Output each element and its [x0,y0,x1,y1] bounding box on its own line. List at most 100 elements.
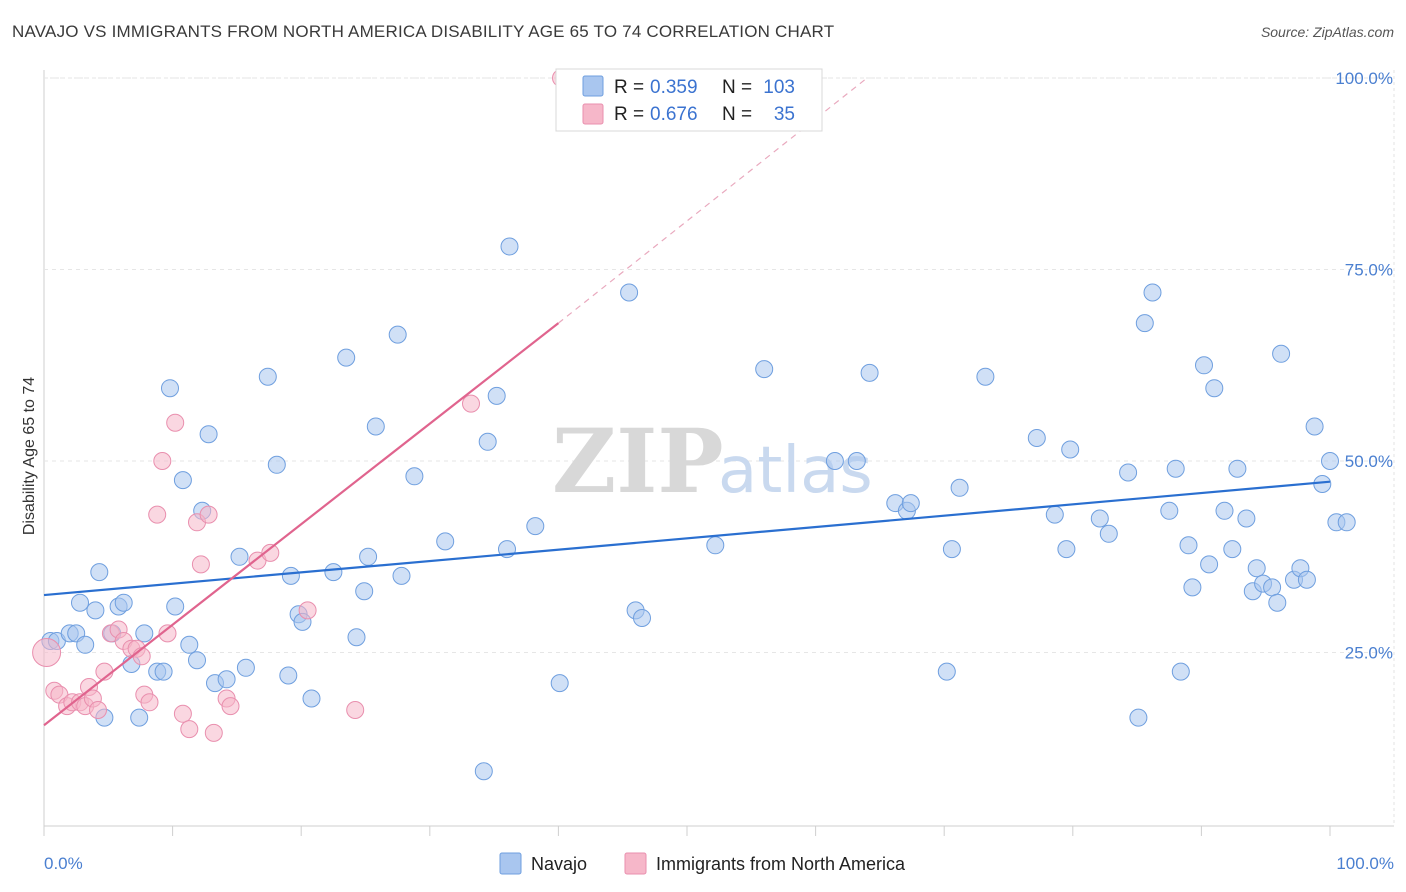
legend-n-label-immigrants: N = [722,104,752,125]
navajo-point-87 [1228,459,1247,478]
navajo-point-45 [474,762,493,781]
navajo-point-49 [500,237,519,256]
navajo-point-67 [1027,429,1046,447]
immigrants-point-33 [298,601,317,620]
immigrants-point-22 [166,413,185,432]
legend-n-value-immigrants: 35 [774,104,795,125]
navajo-point-13 [130,708,149,727]
navajo-point-30 [279,666,298,685]
navajo-point-6 [86,601,105,620]
navajo-point-56 [755,360,774,379]
navajo-point-44 [436,532,455,551]
y-tick-label-75: 75.0% [1345,261,1393,280]
series-legend-swatch-navajo [499,852,522,875]
legend-n-value-navajo: 103 [763,77,795,98]
immigrants-point-28 [204,723,223,742]
navajo-point-38 [355,582,374,601]
navajo-point-76 [1143,283,1162,302]
chart-title: NAVAJO VS IMMIGRANTS FROM NORTH AMERICA … [12,22,835,41]
legend-r-value-immigrants: 0.676 [650,104,698,125]
navajo-point-82 [1195,356,1213,375]
immigrants-point-16 [132,647,151,666]
immigrants-point-24 [180,720,199,739]
navajo-point-102 [1337,513,1356,532]
immigrants-point-20 [153,452,172,470]
navajo-point-100 [1321,452,1339,470]
navajo-point-92 [1263,578,1282,597]
navajo-point-19 [173,471,192,490]
y-tick-label-50: 50.0% [1345,452,1393,471]
navajo-point-27 [236,658,255,677]
navajo-point-78 [1166,459,1185,478]
navajo-point-62 [901,494,920,513]
series-legend: Navajo Immigrants from North America [499,852,906,875]
x-tick-label-max: 100.0% [1336,854,1394,873]
navajo-point-39 [359,547,378,566]
navajo-point-65 [950,478,969,497]
navajo-point-20 [180,635,199,654]
data-points [32,69,1356,781]
navajo-point-7 [90,563,109,582]
navajo-point-66 [976,367,995,386]
navajo-point-90 [1247,559,1266,578]
navajo-point-26 [230,547,249,566]
y-tick-label-100: 100.0% [1335,69,1393,88]
navajo-point-81 [1183,578,1202,597]
immigrants-point-19 [148,505,167,524]
navajo-point-80 [1179,536,1198,555]
legend-r-label-immigrants: R = [614,104,644,125]
navajo-point-4 [71,593,89,612]
navajo-point-25 [217,670,236,689]
navajo-point-93 [1268,593,1287,612]
navajo-point-57 [825,452,844,470]
navajo-point-43 [405,467,424,486]
series-legend-swatch-immigrants [624,852,647,875]
navajo-point-68 [1045,505,1064,524]
navajo-point-5 [76,635,95,654]
watermark-zip: ZIP [552,409,724,513]
navajo-point-88 [1237,509,1256,528]
navajo-point-40 [366,417,385,436]
immigrants-point-26 [191,555,210,574]
chart-source: Source: ZipAtlas.com [1260,24,1394,40]
navajo-point-37 [347,628,366,647]
navajo-point-85 [1215,501,1234,520]
navajo-point-16 [154,662,173,681]
navajo-point-17 [161,379,179,398]
navajo-point-72 [1099,524,1118,543]
immigrants-point-32 [261,543,280,562]
navajo-point-71 [1090,509,1109,528]
navajo-point-35 [324,563,343,582]
legend-swatch-immigrants [582,103,604,125]
navajo-point-54 [633,609,651,627]
navajo-trend-line [43,480,1331,597]
navajo-point-51 [550,674,569,693]
navajo-point-47 [487,386,506,405]
navajo-point-97 [1297,570,1316,589]
navajo-point-99 [1313,475,1332,493]
immigrants-point-30 [221,697,240,716]
watermark-atlas: atlas [718,434,873,508]
x-tick-label-min: 0.0% [44,854,83,873]
series-legend-label-immigrants: Immigrants from North America [656,854,906,874]
navajo-point-42 [392,566,411,585]
navajo-point-50 [526,517,545,536]
navajo-point-41 [388,325,407,344]
navajo-point-11 [114,593,133,612]
navajo-point-59 [860,363,879,382]
immigrants-point-23 [173,704,192,723]
navajo-point-63 [937,662,956,681]
immigrants-point-27 [199,505,218,524]
immigrants-point-21 [158,624,177,643]
navajo-point-55 [706,536,725,555]
legend-swatch-navajo [582,75,604,97]
navajo-point-98 [1305,417,1324,436]
legend-n-label-navajo: N = [722,77,752,98]
navajo-point-79 [1171,662,1190,681]
navajo-point-52 [620,283,639,302]
navajo-point-34 [302,689,321,708]
legend-r-label-navajo: R = [614,77,644,98]
navajo-point-69 [1057,540,1076,559]
series-legend-label-navajo: Navajo [531,854,587,874]
y-axis-label: Disability Age 65 to 74 [21,377,38,535]
